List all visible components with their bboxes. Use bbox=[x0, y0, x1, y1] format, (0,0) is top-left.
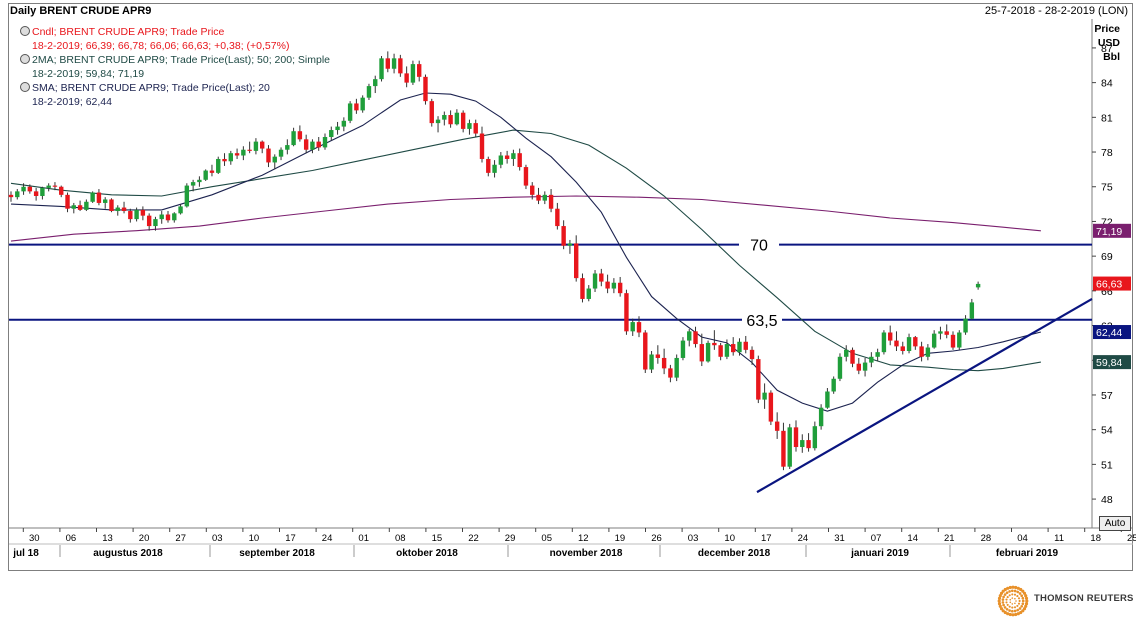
axis-unit-currency: USD bbox=[1097, 37, 1120, 49]
chart-title: Daily BRENT CRUDE APR9 bbox=[10, 5, 152, 17]
legend-ma-values: 18-2-2019; 59,84; 71,19 bbox=[32, 68, 145, 80]
legend-sma[interactable]: SMA; BRENT CRUDE APR9; Trade Price(Last)… bbox=[20, 82, 270, 94]
legend-sma-label: SMA; BRENT CRUDE APR9; Trade Price(Last)… bbox=[32, 82, 270, 94]
legend-candle-label: Cndl; BRENT CRUDE APR9; Trade Price bbox=[32, 26, 225, 38]
chart-frame bbox=[8, 3, 1133, 571]
legend-candle-values: 18-2-2019; 66,39; 66,78; 66,06; 66,63; +… bbox=[32, 40, 290, 52]
legend-dot-icon bbox=[20, 54, 30, 64]
legend-candle[interactable]: Cndl; BRENT CRUDE APR9; Trade Price bbox=[20, 26, 224, 38]
legend-ma-label: 2MA; BRENT CRUDE APR9; Trade Price(Last)… bbox=[32, 54, 330, 66]
axis-unit-price: Price bbox=[1094, 23, 1120, 35]
legend-sma-values: 18-2-2019; 62,44 bbox=[32, 96, 112, 108]
legend-dot-icon bbox=[20, 26, 30, 36]
brand-label: THOMSON REUTERS bbox=[1034, 593, 1134, 604]
axis-unit-volume: Bbl bbox=[1103, 51, 1120, 63]
legend-ma[interactable]: 2MA; BRENT CRUDE APR9; Trade Price(Last)… bbox=[20, 54, 330, 66]
auto-scale-button[interactable]: Auto bbox=[1099, 516, 1131, 531]
legend-dot-icon bbox=[20, 82, 30, 92]
thomson-reuters-logo-icon bbox=[997, 585, 1029, 617]
date-range: 25-7-2018 - 28-2-2019 (LON) bbox=[984, 5, 1128, 17]
